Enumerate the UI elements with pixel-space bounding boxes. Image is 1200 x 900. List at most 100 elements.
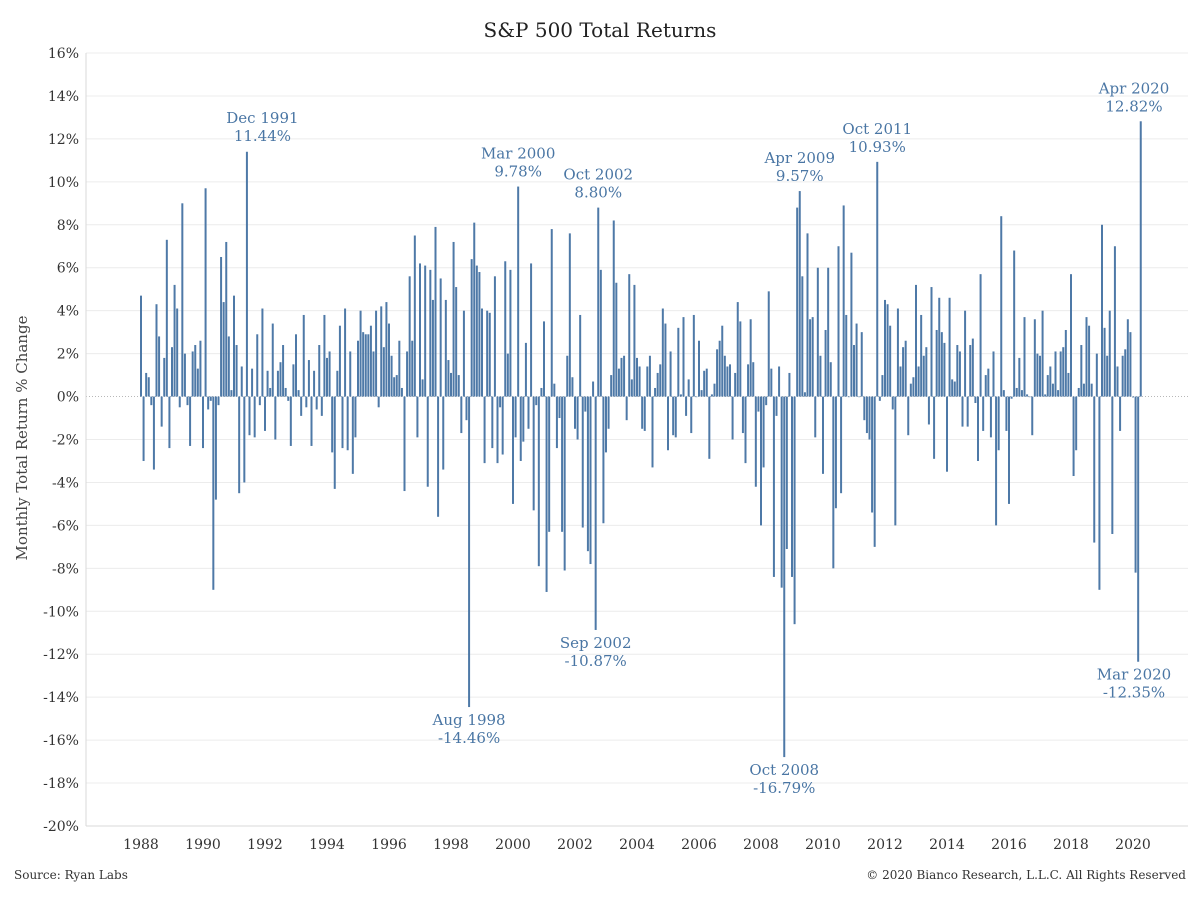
bar [1010, 396, 1013, 399]
bar [788, 372, 791, 397]
bar [393, 377, 396, 397]
bar [315, 396, 318, 410]
bar [723, 355, 726, 397]
bar [961, 396, 964, 427]
bar [147, 377, 150, 397]
bar [659, 364, 662, 397]
bar [181, 203, 184, 397]
bar [444, 299, 447, 397]
bar [550, 229, 553, 397]
bar [793, 396, 796, 625]
bar [1075, 396, 1078, 451]
bar [747, 364, 750, 397]
bar [876, 161, 879, 397]
annotation-value: 9.78% [494, 163, 542, 181]
bar [235, 345, 238, 397]
bar [940, 332, 943, 397]
y-tick-label: 2% [57, 347, 79, 363]
bar [416, 396, 419, 438]
axes: 16% 14% 12% 10% 8% 6% 4% 2% 0% -2% -4% -6% -8% -10% -1… [43, 46, 1188, 853]
bar [491, 396, 494, 449]
bar [969, 345, 972, 397]
annotation-value: 8.80% [574, 184, 622, 202]
bar [674, 396, 677, 438]
bar [1072, 396, 1075, 477]
bar [527, 396, 530, 429]
bar [770, 368, 773, 397]
bar [1064, 329, 1067, 397]
bar [597, 207, 600, 397]
bar [196, 368, 199, 397]
bar [225, 241, 228, 397]
bar [1139, 121, 1142, 397]
bar [778, 366, 781, 397]
bar [367, 334, 370, 397]
bar [958, 351, 961, 397]
bar [920, 314, 923, 397]
bar [1062, 347, 1065, 397]
y-tick-label: 4% [57, 304, 79, 320]
bar [145, 372, 148, 397]
bar [682, 317, 685, 397]
bar [468, 396, 471, 708]
bar [971, 338, 974, 397]
bar [150, 396, 153, 406]
bar [636, 357, 638, 397]
bar [424, 265, 427, 397]
bar [481, 308, 483, 397]
bar [555, 396, 558, 449]
bar [313, 370, 316, 397]
bar [692, 314, 695, 397]
bar [935, 329, 938, 397]
x-tick-label: 2012 [867, 837, 903, 853]
bar [1126, 319, 1129, 397]
bar [369, 325, 372, 397]
bar [385, 302, 388, 397]
bar [305, 396, 308, 408]
bar [946, 396, 948, 472]
bar [1057, 390, 1060, 397]
bar [509, 269, 512, 397]
bar [814, 396, 817, 438]
bar [1132, 396, 1134, 398]
bar [651, 396, 654, 468]
bar [1108, 310, 1111, 397]
bar [1039, 355, 1041, 397]
x-tick-label: 2018 [1053, 837, 1089, 853]
bar [925, 347, 928, 397]
bar [574, 396, 576, 429]
bar [421, 379, 424, 397]
bar [889, 325, 892, 397]
bar [331, 396, 334, 453]
bar [860, 332, 863, 397]
bar [1082, 383, 1085, 397]
bar [646, 366, 649, 397]
bar [739, 321, 742, 397]
bar [953, 381, 956, 397]
bar [767, 291, 770, 397]
bar [1033, 319, 1036, 397]
bar [1005, 396, 1008, 431]
bar [796, 207, 799, 397]
bar [599, 269, 602, 397]
bar [434, 226, 437, 397]
annotation-date: Apr 2020 [1098, 79, 1170, 97]
y-tick-label: -18% [43, 776, 79, 792]
bar [865, 396, 868, 434]
bar [677, 327, 680, 397]
bar [744, 396, 747, 464]
bar [183, 353, 186, 397]
bar [382, 347, 385, 397]
bar [455, 287, 458, 397]
bar [1036, 353, 1039, 397]
bar [1124, 349, 1127, 397]
bar [902, 347, 905, 397]
bar [822, 396, 824, 474]
bar [478, 272, 481, 397]
bar [1085, 317, 1088, 397]
bar [752, 362, 755, 397]
bar [158, 336, 161, 397]
bar [772, 396, 775, 577]
bar [483, 396, 486, 464]
